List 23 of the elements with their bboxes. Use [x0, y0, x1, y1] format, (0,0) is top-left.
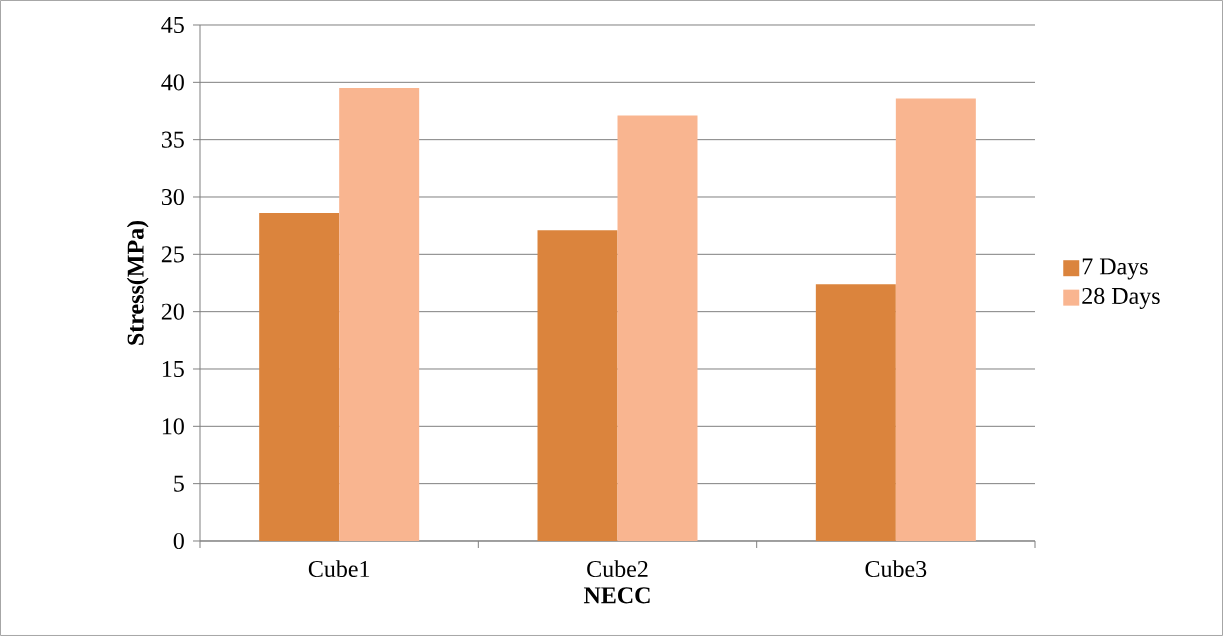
y-tick-label: 30 [161, 188, 184, 206]
y-tick-label: 10 [162, 418, 184, 435]
y-tick-label: 40 [161, 74, 184, 91]
y-axis-title: Stress(MPa) [126, 220, 149, 345]
x-tick-label: Cube3 [865, 560, 927, 578]
y-tick-label: 35 [161, 131, 184, 148]
y-tick-label: 20 [161, 303, 184, 320]
bar [895, 98, 976, 541]
x-tick-label: Cube1 [308, 560, 370, 578]
bar [815, 284, 896, 541]
y-tick-label: 0 [173, 532, 184, 550]
x-tick-label: Cube2 [587, 560, 648, 578]
x-axis-title: NECC [583, 587, 650, 604]
bar [339, 88, 420, 541]
legend-label: 7 Days [1082, 258, 1148, 280]
bar [617, 115, 698, 541]
y-tick-label: 15 [162, 360, 184, 378]
y-tick-label: 45 [161, 16, 184, 34]
bar [259, 213, 340, 541]
legend-label: 28 Days [1082, 287, 1160, 310]
y-tick-label: 25 [161, 246, 184, 263]
y-tick-label: 5 [174, 475, 184, 492]
bar [537, 230, 618, 541]
